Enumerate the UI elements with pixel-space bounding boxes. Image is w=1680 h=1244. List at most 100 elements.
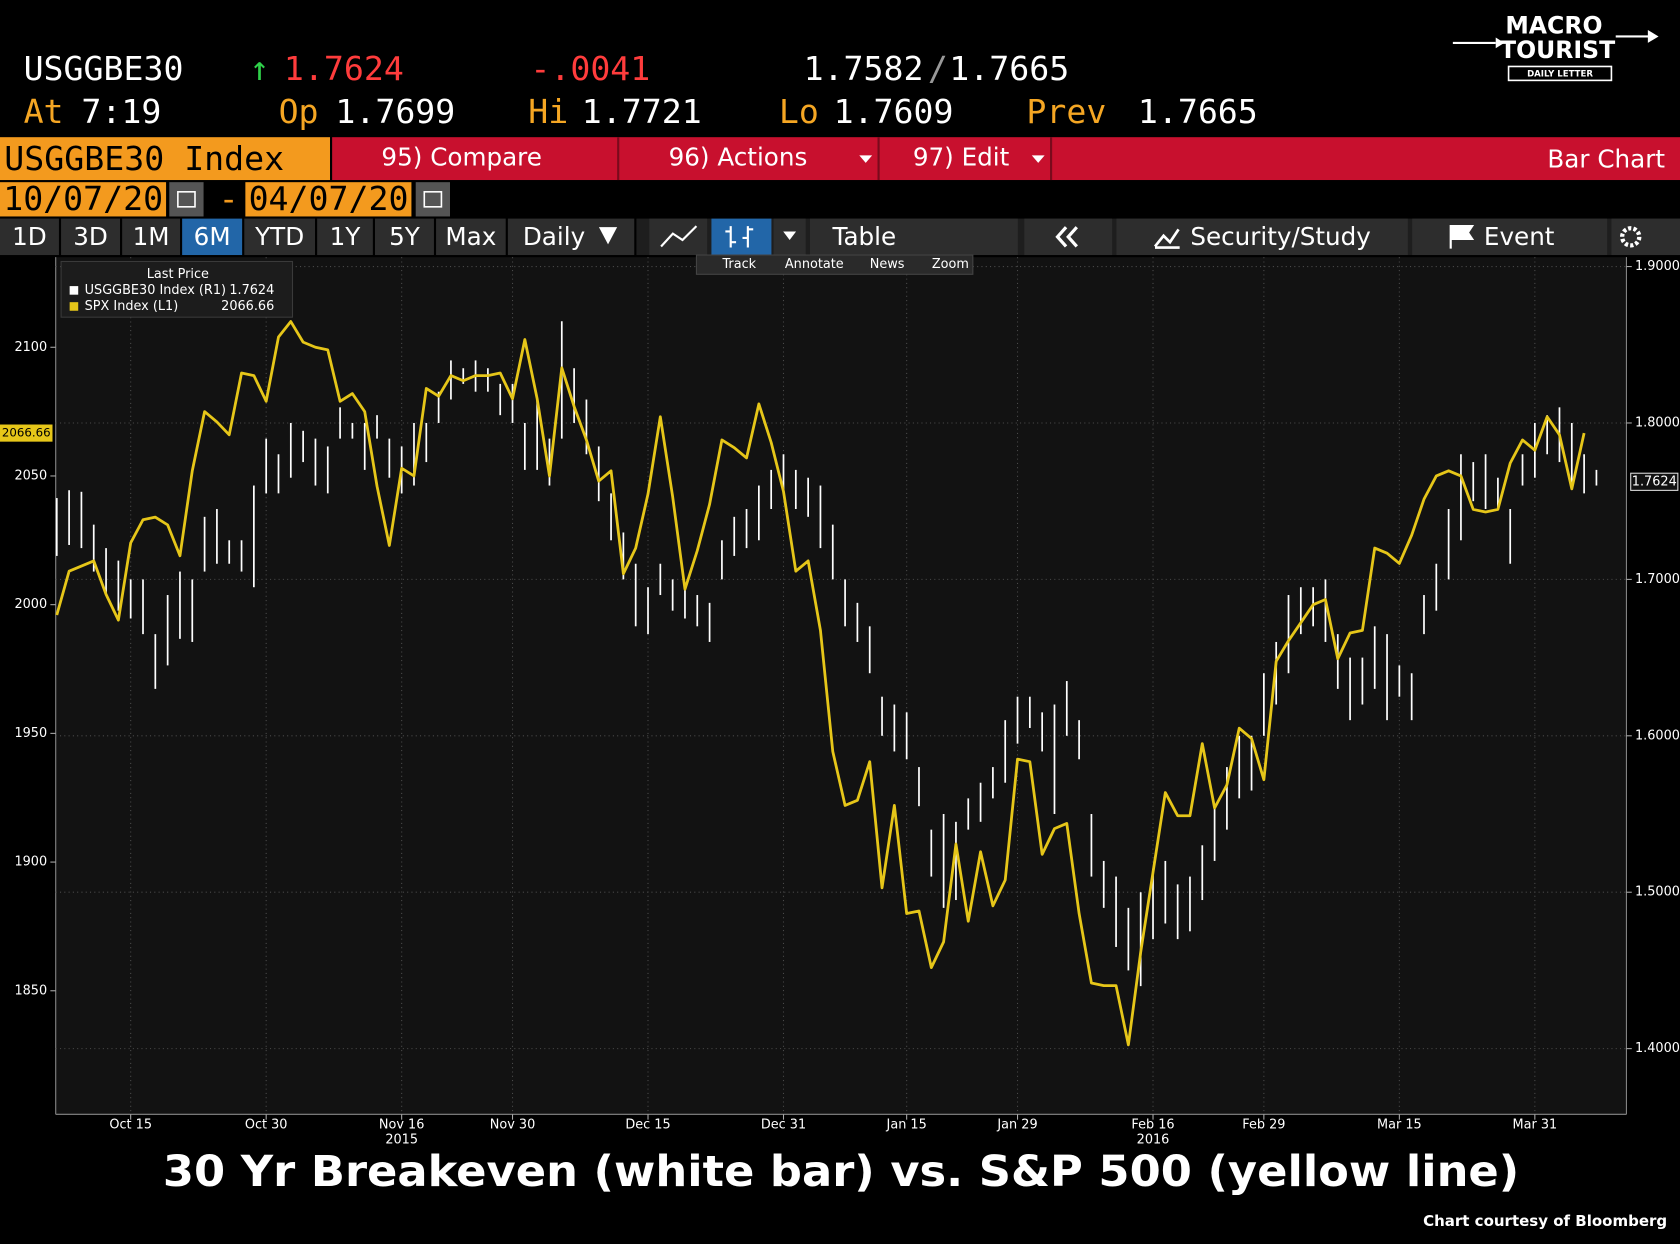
toolbar-button[interactable]	[711, 218, 772, 256]
security-box[interactable]	[0, 137, 330, 181]
range-label: 6M	[194, 222, 231, 251]
x-tick-label: Mar 15	[1377, 1118, 1422, 1133]
end-date: 04/07/2016	[249, 179, 449, 218]
x-tick-label: Jan 29	[996, 1118, 1037, 1133]
last-price-badge-label: 1.7624	[1632, 474, 1677, 489]
ask: 1.7665	[949, 49, 1069, 88]
logo-box	[1507, 65, 1613, 82]
calendar-button[interactable]	[169, 182, 204, 217]
x-tick-label: Feb 29	[1242, 1118, 1285, 1133]
logo-text: MACRO	[1505, 11, 1602, 39]
logo-arrow-head	[1495, 37, 1505, 49]
legend-value: 2066.66	[221, 299, 274, 314]
toolbar-button[interactable]	[1412, 218, 1608, 256]
y-tick-label: 1950	[14, 726, 47, 741]
x-year-label: 2015	[385, 1133, 418, 1148]
legend-label: USGGBE30 Index (R1)	[85, 283, 226, 298]
y-tick-label: 2100	[14, 340, 47, 355]
time: 7:19	[81, 92, 161, 131]
toolbar-button[interactable]	[182, 218, 243, 256]
chart: 1850 1900 1950 2000 2050 2100 1.4000 1.5000 1.60…	[0, 254, 1680, 1148]
chart-tool[interactable]: News	[870, 257, 905, 272]
logo-text: TOURIST	[1500, 36, 1615, 64]
x-tick-label: Dec 15	[625, 1118, 670, 1133]
bid: 1.7582	[804, 49, 924, 88]
end-date-box[interactable]	[245, 182, 412, 217]
bar-chart-icon	[725, 226, 754, 248]
logo-arrow-head	[1647, 30, 1659, 43]
table-button: Table	[832, 222, 897, 251]
toolbar-button[interactable]	[244, 218, 315, 256]
date-separator: -	[219, 179, 239, 218]
toolbar-button[interactable]	[61, 218, 120, 256]
logo-text: DAILY LETTER	[1527, 69, 1593, 79]
y2-tick-label: 1.6000	[1635, 728, 1680, 743]
chart-type: Bar Chart	[1547, 145, 1665, 174]
last-price: 1.7624	[284, 49, 404, 88]
dropdown-arrow	[1031, 155, 1045, 163]
period-label: Daily	[523, 222, 585, 251]
menu-item[interactable]: 96) Actions	[669, 143, 808, 172]
range-label: YTD	[254, 222, 304, 251]
toolbar-button[interactable]	[317, 218, 373, 256]
y-tick-label: 1900	[14, 855, 47, 870]
logo: MACRO TOURIST DAILY LETTER	[1452, 11, 1659, 82]
legend-value: 1.7624	[229, 283, 274, 298]
net-change: -.0041	[530, 49, 650, 88]
toolbar-button[interactable]	[0, 218, 59, 256]
y2-tick-label: 1.4000	[1635, 1041, 1680, 1056]
line-chart-icon	[660, 225, 698, 248]
range-label: 1M	[133, 222, 170, 251]
range-label: 5Y	[389, 222, 421, 251]
last-price-badge	[1630, 472, 1679, 491]
legend-label: SPX Index (L1)	[85, 299, 179, 314]
study-icon	[1153, 228, 1180, 249]
caption-credit: Chart courtesy of Bloomberg	[1423, 1212, 1667, 1230]
x-tick-label: Oct 15	[109, 1118, 152, 1133]
chart-tools	[695, 254, 974, 275]
toolbar-button[interactable]	[810, 218, 1018, 256]
toolbar-button[interactable]	[122, 218, 180, 256]
toolbar-button[interactable]	[375, 218, 434, 256]
low: 1.7609	[834, 92, 954, 131]
legend-title: Last Price	[147, 267, 209, 282]
calendar-button[interactable]	[415, 182, 450, 217]
x-year-label: 2016	[1137, 1133, 1170, 1148]
chart-tool[interactable]: Zoom	[932, 257, 969, 272]
event-button: Event	[1484, 222, 1555, 251]
y-tick-label: 2000	[14, 597, 47, 612]
menu-item[interactable]: 97) Edit	[913, 143, 1010, 172]
last-price-badge-label: 2066.66	[2, 426, 51, 440]
prev-label: Prev	[1026, 92, 1106, 131]
legend-swatch	[69, 286, 79, 295]
y2-tick-label: 1.7000	[1635, 572, 1680, 587]
dropdown-arrow	[598, 227, 618, 245]
prev: 1.7665	[1138, 92, 1258, 131]
range-label: 3D	[73, 222, 108, 251]
settings-icon	[1620, 226, 1642, 248]
calendar-icon	[177, 191, 196, 208]
high-label: Hi	[528, 92, 568, 131]
range-label: 1D	[12, 222, 47, 251]
chart-tool[interactable]: Track	[721, 257, 756, 272]
x-tick-label: Mar 31	[1513, 1118, 1558, 1133]
y2-tick-label: 1.9000	[1635, 259, 1680, 274]
toolbar-button[interactable]	[1611, 218, 1680, 256]
start-date-box[interactable]	[0, 182, 167, 217]
menu-bar	[332, 137, 1680, 181]
range-label: Max	[445, 222, 496, 251]
toolbar-button[interactable]	[507, 218, 635, 256]
back-icon	[1055, 226, 1078, 248]
high: 1.7721	[582, 92, 702, 131]
line	[55, 320, 1586, 1047]
calendar-icon	[423, 191, 443, 208]
dropdown-arrow	[859, 155, 873, 163]
legend-swatch	[69, 302, 79, 311]
last-price-badge	[0, 424, 53, 442]
menu-item[interactable]: 95) Compare	[381, 143, 541, 172]
toolbar-button[interactable]	[436, 218, 506, 256]
y2-tick-label: 1.8000	[1635, 415, 1680, 430]
up-arrow: ↑	[250, 49, 270, 88]
chart-tool[interactable]: Annotate	[785, 257, 844, 272]
